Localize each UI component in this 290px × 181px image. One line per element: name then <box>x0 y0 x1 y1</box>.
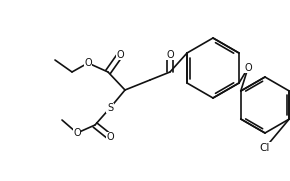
Text: O: O <box>84 58 92 68</box>
Text: Cl: Cl <box>260 143 270 153</box>
Text: O: O <box>73 128 81 138</box>
Text: O: O <box>106 132 114 142</box>
Text: O: O <box>166 50 174 60</box>
Text: O: O <box>244 63 252 73</box>
Text: O: O <box>116 50 124 60</box>
Text: S: S <box>107 103 113 113</box>
